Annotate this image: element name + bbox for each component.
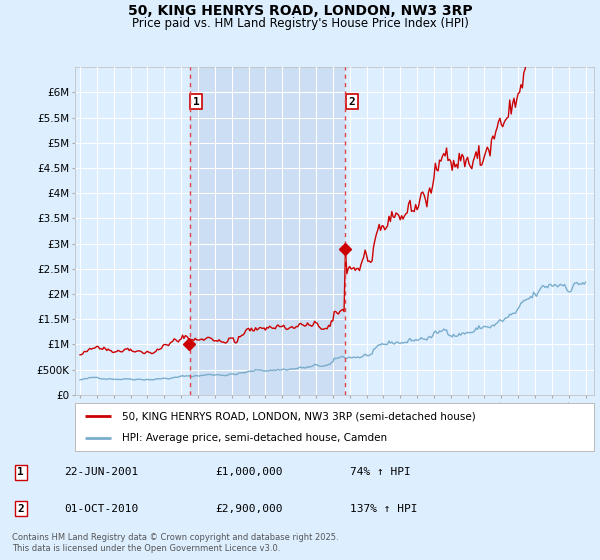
Text: £2,900,000: £2,900,000 [216,504,283,514]
Text: 137% ↑ HPI: 137% ↑ HPI [350,504,417,514]
Text: 22-JUN-2001: 22-JUN-2001 [64,468,139,478]
Text: 1: 1 [193,97,200,107]
Text: 2: 2 [349,97,356,107]
Text: 50, KING HENRYS ROAD, LONDON, NW3 3RP (semi-detached house): 50, KING HENRYS ROAD, LONDON, NW3 3RP (s… [122,411,475,421]
Text: Price paid vs. HM Land Registry's House Price Index (HPI): Price paid vs. HM Land Registry's House … [131,17,469,30]
Text: HPI: Average price, semi-detached house, Camden: HPI: Average price, semi-detached house,… [122,433,387,443]
Text: 1: 1 [17,468,24,478]
Text: 50, KING HENRYS ROAD, LONDON, NW3 3RP: 50, KING HENRYS ROAD, LONDON, NW3 3RP [128,4,472,18]
Text: 74% ↑ HPI: 74% ↑ HPI [350,468,410,478]
Text: 01-OCT-2010: 01-OCT-2010 [64,504,139,514]
Text: 2: 2 [17,504,24,514]
Bar [190,67,346,395]
Text: £1,000,000: £1,000,000 [216,468,283,478]
Text: Contains HM Land Registry data © Crown copyright and database right 2025.
This d: Contains HM Land Registry data © Crown c… [12,533,338,553]
